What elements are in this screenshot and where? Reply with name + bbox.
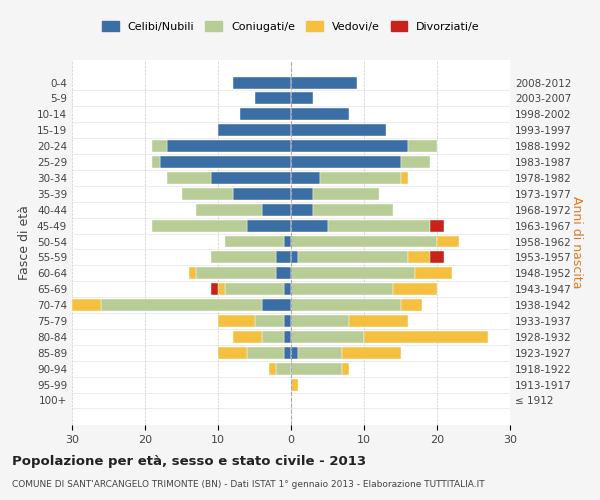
Bar: [291, 140, 408, 152]
Bar: [291, 268, 415, 280]
Bar: [291, 108, 349, 120]
Bar: [401, 172, 408, 184]
Bar: [277, 268, 291, 280]
Bar: [152, 220, 247, 232]
Bar: [408, 252, 430, 264]
Bar: [401, 156, 430, 168]
Bar: [254, 92, 291, 104]
Bar: [342, 347, 401, 358]
Bar: [430, 220, 444, 232]
Bar: [226, 236, 284, 248]
Bar: [401, 299, 422, 311]
Bar: [211, 172, 291, 184]
Bar: [277, 362, 291, 374]
Text: COMUNE DI SANT'ARCANGELO TRIMONTE (BN) - Dati ISTAT 1° gennaio 2013 - Elaborazio: COMUNE DI SANT'ARCANGELO TRIMONTE (BN) -…: [12, 480, 485, 489]
Bar: [152, 156, 160, 168]
Bar: [291, 362, 342, 374]
Bar: [269, 362, 277, 374]
Bar: [342, 362, 349, 374]
Bar: [291, 172, 320, 184]
Bar: [101, 299, 262, 311]
Bar: [284, 236, 291, 248]
Bar: [313, 188, 379, 200]
Bar: [291, 252, 298, 264]
Bar: [218, 347, 247, 358]
Bar: [393, 283, 437, 295]
Bar: [291, 204, 313, 216]
Bar: [291, 76, 356, 88]
Bar: [284, 315, 291, 327]
Bar: [415, 268, 452, 280]
Bar: [349, 315, 408, 327]
Bar: [262, 299, 291, 311]
Bar: [218, 315, 254, 327]
Bar: [167, 172, 211, 184]
Bar: [284, 347, 291, 358]
Bar: [364, 331, 488, 343]
Bar: [211, 283, 218, 295]
Bar: [430, 252, 444, 264]
Bar: [291, 220, 328, 232]
Bar: [196, 268, 277, 280]
Bar: [328, 220, 430, 232]
Bar: [211, 252, 277, 264]
Y-axis label: Anni di nascita: Anni di nascita: [570, 196, 583, 289]
Bar: [291, 299, 401, 311]
Bar: [189, 268, 196, 280]
Bar: [291, 347, 298, 358]
Bar: [291, 124, 386, 136]
Bar: [291, 188, 313, 200]
Bar: [233, 188, 291, 200]
Bar: [247, 347, 284, 358]
Bar: [291, 236, 437, 248]
Text: Popolazione per età, sesso e stato civile - 2013: Popolazione per età, sesso e stato civil…: [12, 455, 366, 468]
Bar: [298, 252, 408, 264]
Bar: [160, 156, 291, 168]
Bar: [291, 378, 298, 390]
Bar: [196, 204, 262, 216]
Bar: [262, 204, 291, 216]
Bar: [291, 92, 313, 104]
Bar: [167, 140, 291, 152]
Bar: [262, 331, 284, 343]
Bar: [320, 172, 401, 184]
Bar: [182, 188, 233, 200]
Bar: [226, 283, 284, 295]
Y-axis label: Fasce di età: Fasce di età: [19, 205, 31, 280]
Bar: [291, 331, 364, 343]
Bar: [437, 236, 459, 248]
Bar: [277, 252, 291, 264]
Bar: [291, 283, 393, 295]
Bar: [233, 331, 262, 343]
Bar: [298, 347, 342, 358]
Legend: Celibi/Nubili, Coniugati/e, Vedovi/e, Divorziati/e: Celibi/Nubili, Coniugati/e, Vedovi/e, Di…: [99, 18, 483, 36]
Bar: [313, 204, 393, 216]
Bar: [291, 156, 401, 168]
Bar: [284, 283, 291, 295]
Bar: [233, 76, 291, 88]
Bar: [247, 220, 291, 232]
Bar: [408, 140, 437, 152]
Bar: [218, 283, 226, 295]
Bar: [218, 124, 291, 136]
Bar: [152, 140, 167, 152]
Bar: [284, 331, 291, 343]
Bar: [240, 108, 291, 120]
Bar: [72, 299, 101, 311]
Bar: [254, 315, 284, 327]
Bar: [291, 315, 349, 327]
